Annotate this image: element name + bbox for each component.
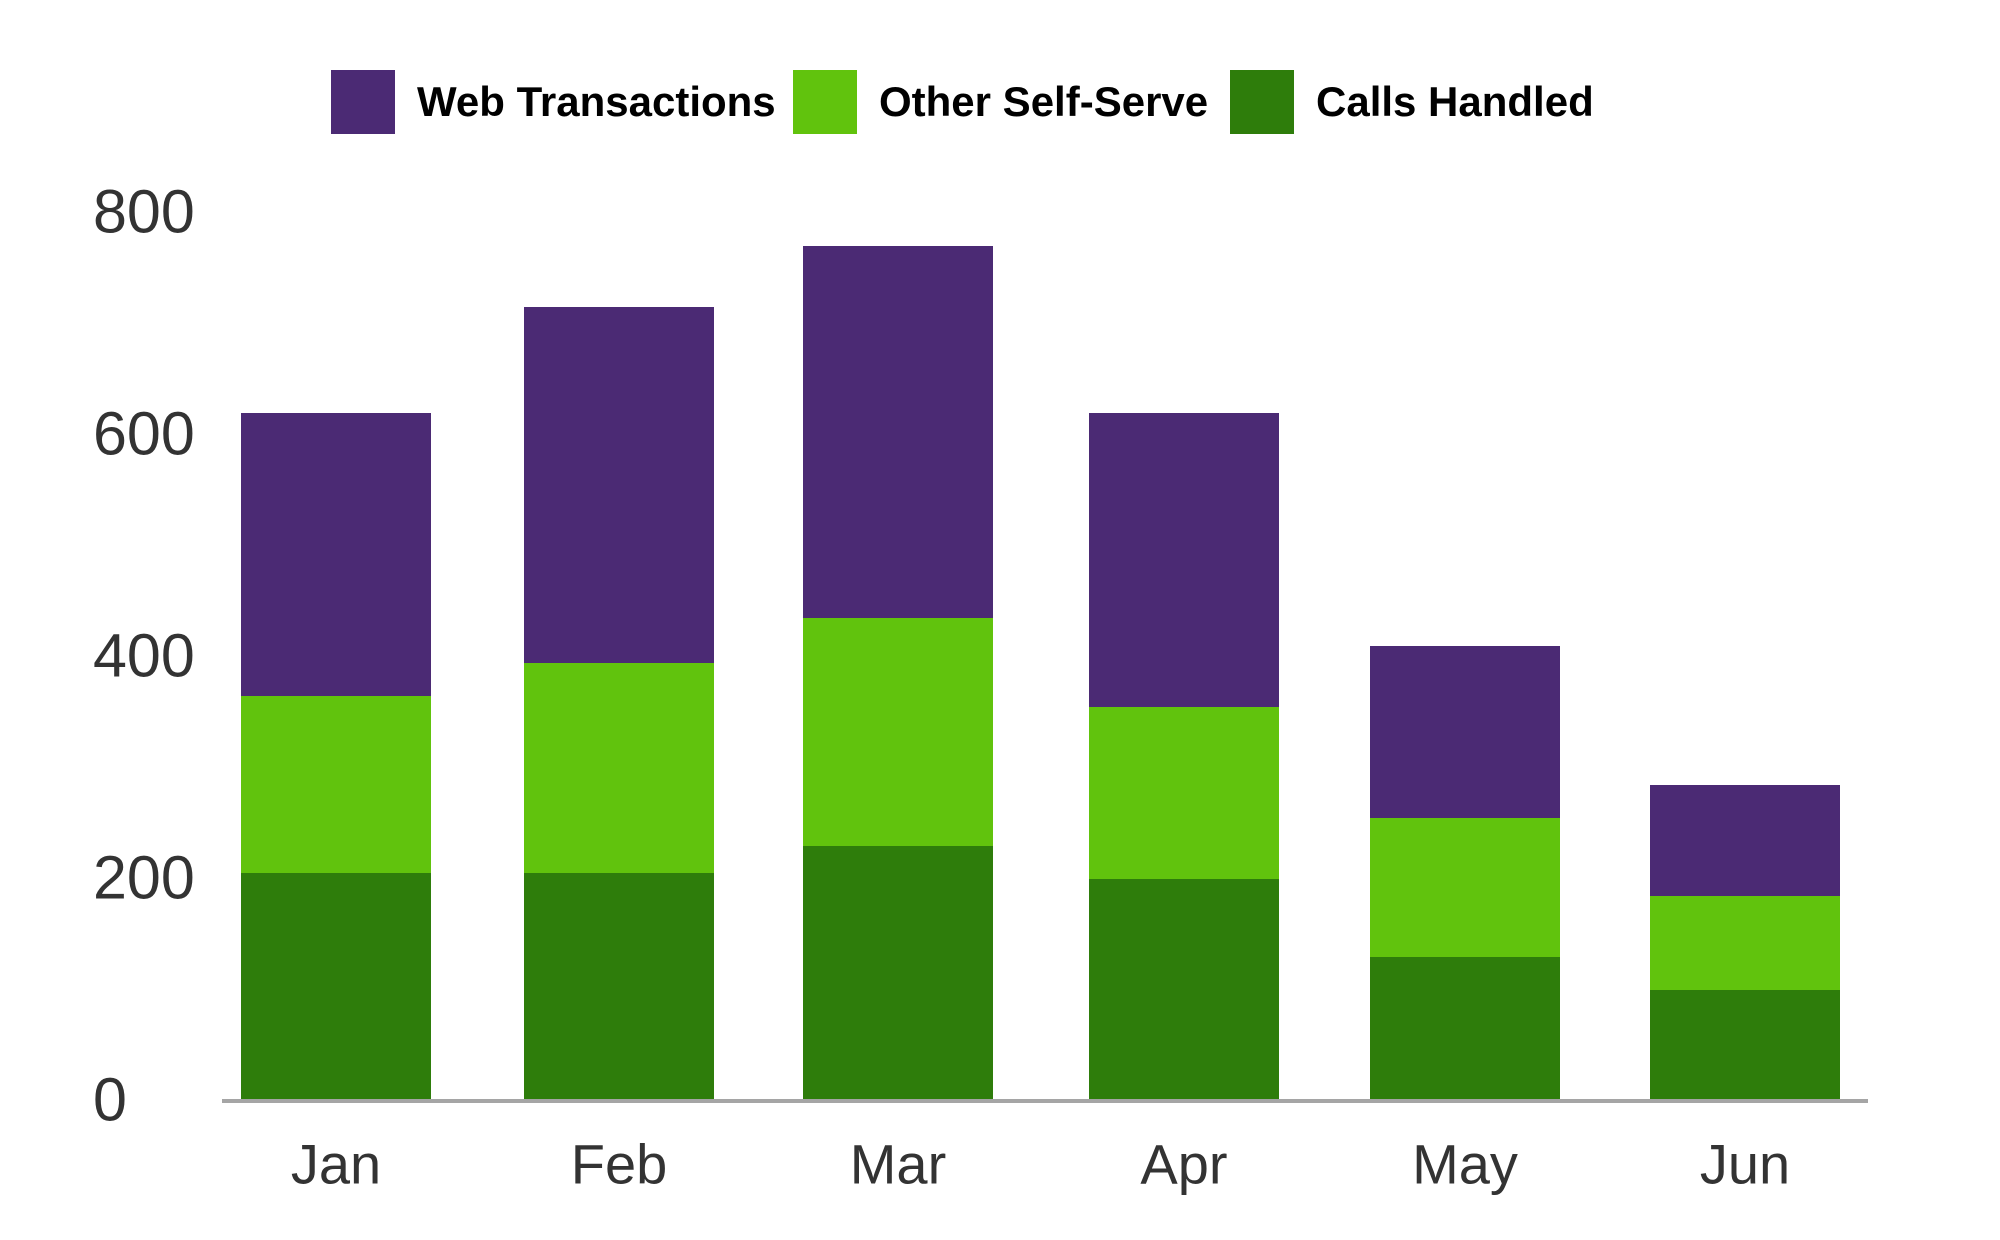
y-tick-label-200: 200 <box>93 843 195 912</box>
legend-item-calls-handled: Calls Handled <box>1230 70 1594 134</box>
bar-segment-calls-handled-may <box>1370 956 1560 1101</box>
x-axis-label-may: May <box>1412 1132 1518 1196</box>
x-axis-label-apr: Apr <box>1140 1132 1228 1196</box>
bar-segment-other-self-serve-feb <box>524 662 714 874</box>
legend-label-other-self-serve: Other Self-Serve <box>879 78 1209 125</box>
bar-segment-other-self-serve-may <box>1370 817 1560 957</box>
bar-segment-other-self-serve-apr <box>1089 706 1279 879</box>
bar-segment-calls-handled-feb <box>524 873 714 1101</box>
bar-segment-web-transactions-jan <box>241 412 431 696</box>
legend-label-web-transactions: Web Transactions <box>417 78 776 125</box>
y-tick-label-400: 400 <box>93 621 195 690</box>
legend-item-web-transactions: Web Transactions <box>331 70 776 134</box>
x-axis-label-jan: Jan <box>290 1132 382 1196</box>
bar-segment-other-self-serve-jan <box>241 695 431 874</box>
bar-segment-calls-handled-jun <box>1650 990 1840 1101</box>
x-axis-label-feb: Feb <box>570 1132 668 1196</box>
bar-segment-other-self-serve-mar <box>803 618 993 846</box>
bar-segment-web-transactions-mar <box>803 246 993 619</box>
bar-segment-web-transactions-feb <box>524 307 714 663</box>
y-tick-label-800: 800 <box>93 177 195 246</box>
x-axis-line <box>222 1099 1868 1103</box>
x-axis-label-jun: Jun <box>1699 1132 1791 1196</box>
y-tick-label-0: 0 <box>93 1065 127 1134</box>
x-axis-label-mar: Mar <box>849 1132 947 1196</box>
y-tick-label-600: 600 <box>93 399 195 468</box>
legend-swatch-calls-handled <box>1230 70 1294 134</box>
bar-segment-calls-handled-mar <box>803 845 993 1101</box>
legend-swatch-other-self-serve <box>793 70 857 134</box>
bar-segment-web-transactions-may <box>1370 645 1560 818</box>
legend-label-calls-handled: Calls Handled <box>1316 78 1594 125</box>
bar-segment-calls-handled-apr <box>1089 879 1279 1101</box>
bar-segment-calls-handled-jan <box>241 873 431 1101</box>
bar-segment-web-transactions-jun <box>1650 784 1840 896</box>
bar-segment-web-transactions-apr <box>1089 412 1279 707</box>
legend-swatch-web-transactions <box>331 70 395 134</box>
bar-segment-other-self-serve-jun <box>1650 895 1840 990</box>
legend-item-other-self-serve: Other Self-Serve <box>793 70 1208 134</box>
